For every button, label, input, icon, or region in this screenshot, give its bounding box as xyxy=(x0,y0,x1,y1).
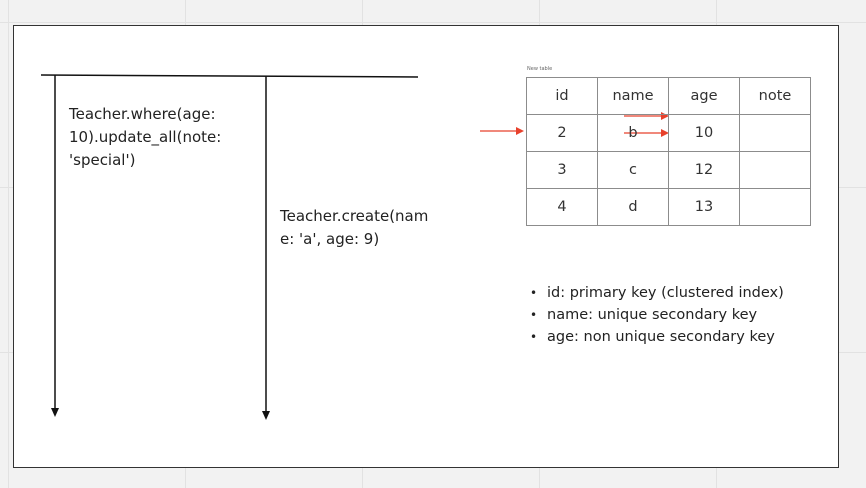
table-row: 3 c 12 xyxy=(526,151,811,189)
cell-name[interactable]: c xyxy=(597,151,669,189)
cell-age[interactable]: 10 xyxy=(668,114,740,152)
cell-age[interactable]: 12 xyxy=(668,151,740,189)
cell-id[interactable]: 4 xyxy=(526,188,598,226)
transaction-2-query[interactable]: Teacher.create(nam e: 'a', age: 9) xyxy=(280,207,429,248)
table-row: 4 d 13 xyxy=(526,188,811,226)
cell-id[interactable]: 3 xyxy=(526,151,598,189)
cell-note[interactable] xyxy=(739,151,811,189)
cell-id[interactable]: 2 xyxy=(526,114,598,152)
cell-name[interactable]: d xyxy=(597,188,669,226)
table-caption: New table xyxy=(527,66,553,72)
header-age: age xyxy=(668,77,740,115)
table-header-row: id name age note xyxy=(526,77,811,115)
teacher-table[interactable]: id name age note 2 b 10 3 c 12 4 d 13 xyxy=(526,77,811,226)
transaction-1-query[interactable]: Teacher.where(age: 10).update_all(note: … xyxy=(69,105,222,169)
timeline-top-bar xyxy=(40,74,419,78)
list-item: id: primary key (clustered index) xyxy=(530,282,784,304)
transaction-2-arrowhead xyxy=(262,411,270,420)
cell-age[interactable]: 13 xyxy=(668,188,740,226)
header-note: note xyxy=(739,77,811,115)
table-row: 2 b 10 xyxy=(526,114,811,152)
cell-note[interactable] xyxy=(739,188,811,226)
list-item: age: non unique secondary key xyxy=(530,326,784,348)
list-item: name: unique secondary key xyxy=(530,304,784,326)
header-id: id xyxy=(526,77,598,115)
key-legend-list: id: primary key (clustered index) name: … xyxy=(530,282,784,348)
header-name: name xyxy=(597,77,669,115)
cell-note[interactable] xyxy=(739,114,811,152)
transaction-1-arrowhead xyxy=(51,408,59,417)
row-pointer-arrowhead xyxy=(516,127,524,135)
cell-name[interactable]: b xyxy=(597,114,669,152)
